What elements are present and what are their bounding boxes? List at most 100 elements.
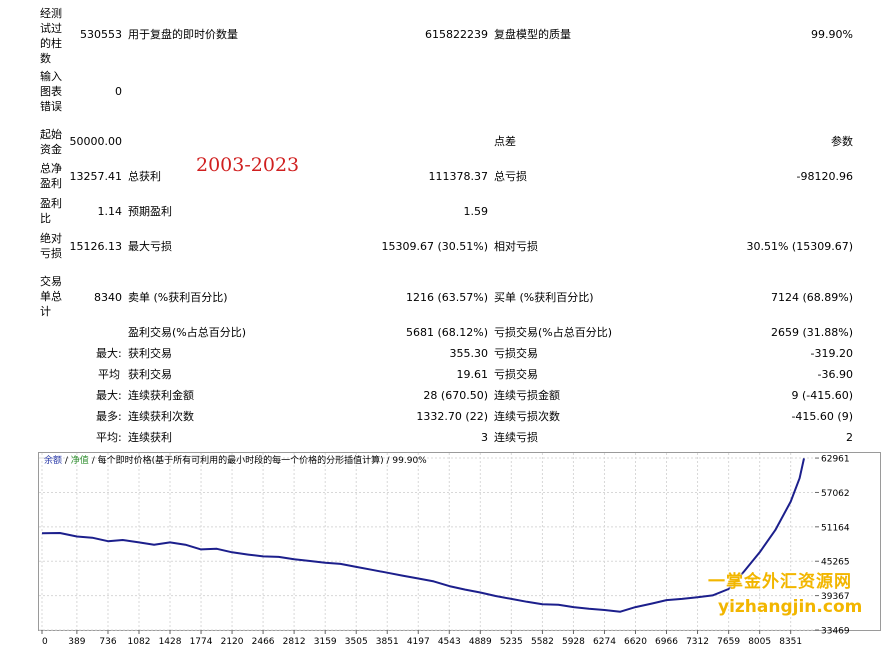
chart-errors-value: 0 [115, 85, 122, 98]
gross-loss-label: 总亏损 [494, 170, 527, 183]
balance-legend: 余额 [44, 456, 63, 466]
loss-trades-label: 亏损交易(%占总百分比) [494, 326, 613, 339]
max-consecutive-wins-amount-value: 28 (670.50) [423, 389, 488, 402]
modelling-method-legend: 每个即时价格(基于所有可利用的最小时段的每一个价格的分形插值计算) [97, 456, 384, 466]
x-tick-label: 6274 [593, 637, 616, 647]
balance-chart-svg: 62961 57062 51164 45265 39367 33469 0 389 736 108… [38, 452, 881, 647]
largest-profit-trade-label: 获利交易 [128, 347, 172, 360]
max-consecutive-wins-count-value: 1332.70 (22) [416, 410, 488, 423]
largest-loss-trade-label: 亏损交易 [494, 347, 538, 360]
legend-separator: / [386, 456, 393, 466]
average-prefix: 平均 [98, 368, 120, 381]
y-tick-label: 57062 [821, 489, 850, 499]
total-trades-value: 8340 [94, 291, 122, 304]
largest-profit-trade-value: 355.30 [449, 347, 489, 360]
long-positions-label: 买单 (%获利百分比) [494, 291, 594, 304]
maximum-prefix: 最大: [96, 389, 122, 402]
x-tick-label: 0 [42, 637, 48, 647]
max-consecutive-losses-amount-value: 9 (-415.60) [791, 389, 853, 402]
short-positions-label: 卖单 (%获利百分比) [128, 291, 228, 304]
expected-payoff-label: 预期盈利 [128, 205, 172, 218]
largest-prefix: 最大: [96, 347, 122, 360]
average-consecutive-wins-value: 3 [481, 431, 488, 444]
x-tick-label: 3505 [345, 637, 368, 647]
average-consecutive-losses-value: 2 [846, 431, 853, 444]
chart-caption: 余额 / 净值 / 每个即时价格(基于所有可利用的最小时段的每一个价格的分形插值… [44, 455, 427, 468]
x-tick-label: 1428 [159, 637, 182, 647]
loss-trades-value: 2659 (31.88%) [770, 326, 853, 339]
relative-drawdown-label: 相对亏损 [494, 240, 538, 253]
average-loss-trade-label: 亏损交易 [494, 368, 538, 381]
chart-errors-label: 输入图表错误 [40, 70, 62, 113]
y-tick-label: 33469 [821, 627, 850, 637]
x-tick-label: 5235 [500, 637, 523, 647]
expected-payoff-value: 1.59 [463, 205, 489, 218]
average-loss-trade-value: -36.90 [817, 368, 853, 381]
x-tick-label: 1774 [190, 637, 213, 647]
long-positions-value: 7124 (68.89%) [770, 291, 853, 304]
average-profit-trade-value: 19.61 [456, 368, 489, 381]
x-tick-label: 7312 [686, 637, 709, 647]
bars-tested-label: 经测试过的柱数 [40, 7, 62, 65]
x-tick-label: 8005 [748, 637, 771, 647]
total-trades-label: 交易单总计 [40, 275, 62, 318]
absolute-drawdown-value: 15126.13 [69, 240, 123, 253]
x-tick-label: 6620 [624, 637, 647, 647]
profit-trades-value: 5681 (68.12%) [405, 326, 488, 339]
y-tick-label: 39367 [821, 592, 850, 602]
legend-separator: / [64, 456, 71, 466]
y-tick-label: 62961 [821, 455, 850, 465]
x-tick-label: 2812 [283, 637, 306, 647]
average-consecutive-losses-label: 连续亏损 [494, 431, 538, 444]
max-consecutive-losses-count-label: 连续亏损次数 [494, 410, 560, 423]
average-profit-trade-label: 获利交易 [128, 368, 172, 381]
x-tick-label: 6966 [655, 637, 678, 647]
total-net-profit-label: 总净盈利 [40, 162, 62, 190]
profit-factor-value: 1.14 [97, 205, 123, 218]
y-tick-label: 51164 [821, 523, 850, 533]
x-tick-label: 4543 [438, 637, 461, 647]
x-tick-label: 8351 [779, 637, 802, 647]
relative-drawdown-value: 30.51% (15309.67) [746, 240, 853, 253]
largest-loss-trade-value: -319.20 [810, 347, 853, 360]
x-tick-label: 389 [68, 637, 85, 647]
balance-line [41, 458, 805, 613]
profit-factor-label: 盈利比 [40, 197, 62, 225]
site-brand-watermark: 一掌金外汇资源网 [708, 572, 852, 592]
gross-profit-value: 111378.37 [428, 170, 489, 183]
gross-profit-label: 总获利 [128, 170, 161, 183]
ticks-modelled-label: 用于复盘的即时价数量 [128, 28, 238, 41]
x-tick-label: 2120 [221, 637, 244, 647]
gross-loss-value: -98120.96 [796, 170, 853, 183]
maximal-prefix: 最多: [96, 410, 122, 423]
max-consecutive-losses-count-value: -415.60 (9) [791, 410, 853, 423]
max-consecutive-wins-count-label: 连续获利次数 [128, 410, 194, 423]
x-tick-label: 4889 [469, 637, 492, 647]
initial-deposit-value: 50000.00 [69, 135, 123, 148]
max-consecutive-losses-amount-label: 连续亏损金额 [494, 389, 560, 402]
modelling-quality-legend: 99.90% [392, 456, 427, 466]
average-consecutive-wins-label: 连续获利 [128, 431, 172, 444]
year-range-overlay: 2003-2023 [196, 154, 300, 176]
x-tick-label: 4197 [407, 637, 430, 647]
total-net-profit-value: 13257.41 [69, 170, 123, 183]
x-tick-label: 3851 [376, 637, 399, 647]
backtest-report: 经测试过的柱数 530553 用于复盘的即时价数量 615822239 复盘模型… [40, 7, 853, 444]
profit-trades-label: 盈利交易(%占总百分比) [128, 326, 247, 339]
average-consecutive-prefix: 平均: [96, 431, 122, 444]
balance-chart: 62961 57062 51164 45265 39367 33469 0 389 736 108… [38, 452, 881, 655]
initial-deposit-label: 起始资金 [40, 128, 62, 156]
maximal-drawdown-value: 15309.67 (30.51%) [381, 240, 488, 253]
x-tick-label: 7659 [717, 637, 740, 647]
x-tick-label: 2466 [252, 637, 275, 647]
x-tick-label: 5928 [562, 637, 585, 647]
x-tick-label: 5582 [531, 637, 554, 647]
maximal-drawdown-label: 最大亏损 [128, 240, 172, 253]
x-tick-label: 736 [99, 637, 116, 647]
bars-tested-value: 530553 [80, 28, 122, 41]
x-tick-label: 3159 [314, 637, 337, 647]
chart-frame [38, 452, 881, 631]
y-tick-label: 45265 [821, 558, 850, 568]
modelling-quality-label: 复盘模型的质量 [494, 28, 571, 41]
modelling-quality-value: 99.90% [811, 28, 853, 41]
